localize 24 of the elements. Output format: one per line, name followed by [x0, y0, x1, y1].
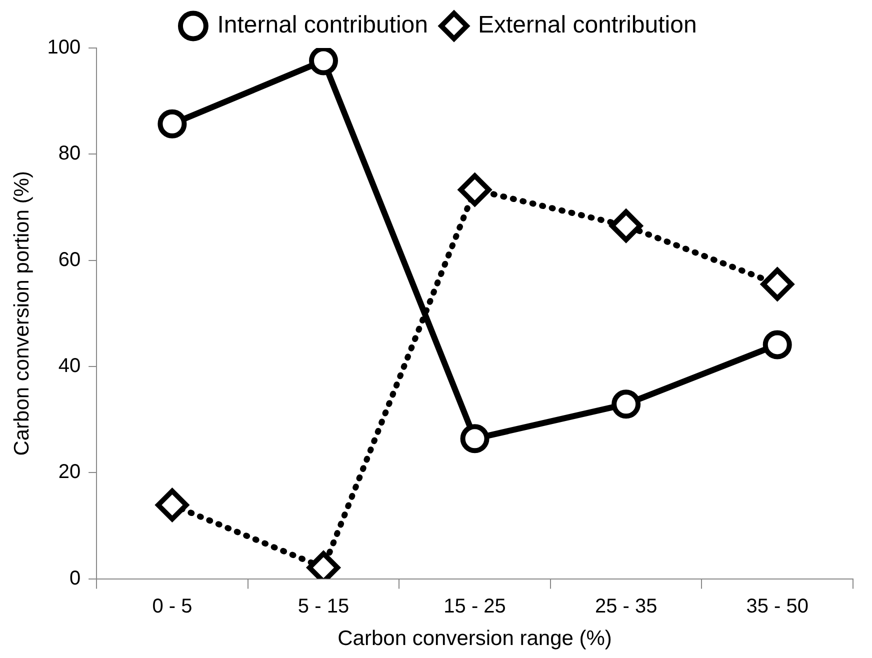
point [612, 390, 641, 419]
point [460, 424, 490, 454]
point [156, 488, 189, 522]
y-tick-label: 100 [47, 36, 81, 59]
point [760, 268, 794, 301]
x-tick-label: 25 - 35 [594, 595, 658, 618]
y-tick-label: 60 [58, 248, 81, 271]
y-tick-label: 40 [58, 354, 81, 377]
y-tick-label: 80 [58, 142, 81, 165]
x-axis-title: Carbon conversion range (%) [338, 627, 612, 650]
point [610, 209, 643, 242]
y-tick-label: 20 [58, 461, 81, 484]
x-tick-label: 5 - 15 [298, 595, 350, 618]
x-tick-label: 0 - 5 [152, 595, 192, 618]
point [309, 48, 338, 76]
y-axis-title: Carbon conversion portion (%) [10, 170, 34, 456]
y-tick-label: 0 [69, 567, 81, 590]
legend-label: External contribution [478, 12, 697, 39]
legend-label: Internal contribution [217, 12, 428, 39]
point [458, 173, 492, 206]
x-tick-label: 35 - 50 [746, 595, 808, 618]
point [762, 330, 792, 360]
x-tick-label: 15 - 25 [444, 595, 506, 618]
point [158, 109, 187, 138]
